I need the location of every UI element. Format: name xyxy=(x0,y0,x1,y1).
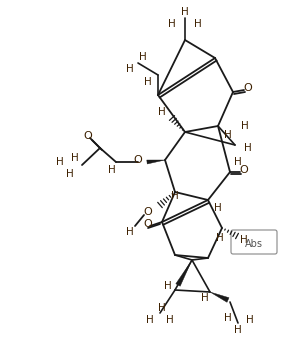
Text: H: H xyxy=(234,325,242,335)
Text: O: O xyxy=(240,165,248,175)
Text: H: H xyxy=(181,7,189,17)
Text: H: H xyxy=(146,315,154,325)
Text: H: H xyxy=(168,19,176,29)
Text: H: H xyxy=(214,203,222,213)
Polygon shape xyxy=(176,260,192,286)
Text: Abs: Abs xyxy=(245,239,263,249)
Text: H: H xyxy=(158,107,166,117)
Text: O: O xyxy=(144,207,152,217)
Text: H: H xyxy=(244,143,252,153)
Text: O: O xyxy=(144,219,152,229)
Text: H: H xyxy=(234,157,242,167)
Text: H: H xyxy=(66,169,74,179)
Text: H: H xyxy=(108,165,116,175)
Text: O: O xyxy=(134,155,142,165)
Text: H: H xyxy=(56,157,64,167)
Text: H: H xyxy=(194,19,202,29)
Text: H: H xyxy=(144,77,152,87)
Text: O: O xyxy=(84,131,92,141)
Text: H: H xyxy=(126,227,134,237)
Text: H: H xyxy=(216,233,224,243)
Text: H: H xyxy=(126,64,134,74)
Text: H: H xyxy=(240,235,248,245)
Text: H: H xyxy=(164,281,172,291)
Text: H: H xyxy=(201,293,209,303)
Text: O: O xyxy=(244,83,252,93)
Text: H: H xyxy=(158,303,166,313)
FancyBboxPatch shape xyxy=(231,230,277,254)
Polygon shape xyxy=(147,160,165,164)
Text: H: H xyxy=(166,315,174,325)
Text: H: H xyxy=(224,130,232,140)
Text: H: H xyxy=(71,153,79,163)
Text: H: H xyxy=(139,52,147,62)
Polygon shape xyxy=(210,292,229,302)
Text: H: H xyxy=(241,121,249,131)
Text: H: H xyxy=(246,315,254,325)
Text: H: H xyxy=(171,191,179,201)
Text: H: H xyxy=(224,313,232,323)
